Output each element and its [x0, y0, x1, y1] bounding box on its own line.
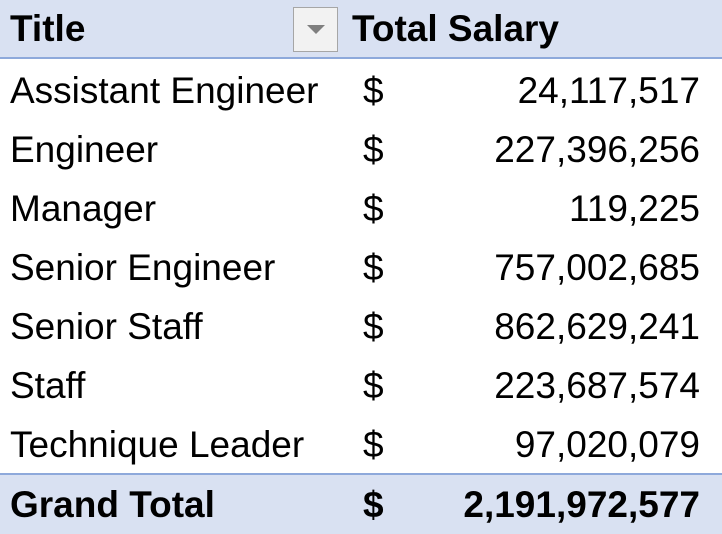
row-currency[interactable]: $ [363, 305, 384, 347]
row-salary-value[interactable]: 862,629,241 [494, 305, 700, 347]
grand-total-row[interactable]: Grand Total $ 2,191,972,577 [0, 473, 722, 534]
total-salary-column-header[interactable]: Total Salary [352, 7, 560, 49]
row-title[interactable]: Assistant Engineer [10, 69, 319, 111]
row-currency[interactable]: $ [363, 69, 384, 111]
grand-total-value[interactable]: 2,191,972,577 [463, 483, 700, 525]
chevron-down-icon [306, 25, 325, 34]
table-row[interactable]: Engineer $ 227,396,256 [0, 120, 722, 179]
row-currency[interactable]: $ [363, 187, 384, 229]
row-currency[interactable]: $ [363, 423, 384, 465]
grand-total-label[interactable]: Grand Total [10, 483, 215, 525]
row-currency[interactable]: $ [363, 128, 384, 170]
grand-total-currency[interactable]: $ [363, 483, 384, 525]
table-row[interactable]: Manager $ 119,225 [0, 179, 722, 238]
row-currency[interactable]: $ [363, 364, 384, 406]
table-row[interactable]: Senior Engineer $ 757,002,685 [0, 238, 722, 297]
row-salary-value[interactable]: 757,002,685 [494, 246, 700, 288]
pivot-header-row: Title Total Salary [0, 0, 722, 59]
row-currency[interactable]: $ [363, 246, 384, 288]
table-row[interactable]: Assistant Engineer $ 24,117,517 [0, 61, 722, 120]
table-row[interactable]: Senior Staff $ 862,629,241 [0, 297, 722, 356]
row-title[interactable]: Manager [10, 187, 157, 229]
row-title[interactable]: Senior Staff [10, 305, 203, 347]
row-salary-value[interactable]: 97,020,079 [514, 423, 700, 465]
row-title[interactable]: Senior Engineer [10, 246, 276, 288]
title-filter-button[interactable] [293, 7, 338, 52]
title-column-header[interactable]: Title [10, 7, 86, 49]
row-title[interactable]: Staff [10, 364, 86, 406]
row-salary-value[interactable]: 24,117,517 [517, 69, 700, 111]
row-salary-value[interactable]: 227,396,256 [494, 128, 700, 170]
table-row[interactable]: Technique Leader $ 97,020,079 [0, 415, 722, 474]
row-salary-value[interactable]: 119,225 [569, 187, 700, 229]
row-salary-value[interactable]: 223,687,574 [494, 364, 700, 406]
row-title[interactable]: Engineer [10, 128, 159, 170]
row-title[interactable]: Technique Leader [10, 423, 305, 465]
table-row[interactable]: Staff $ 223,687,574 [0, 356, 722, 415]
